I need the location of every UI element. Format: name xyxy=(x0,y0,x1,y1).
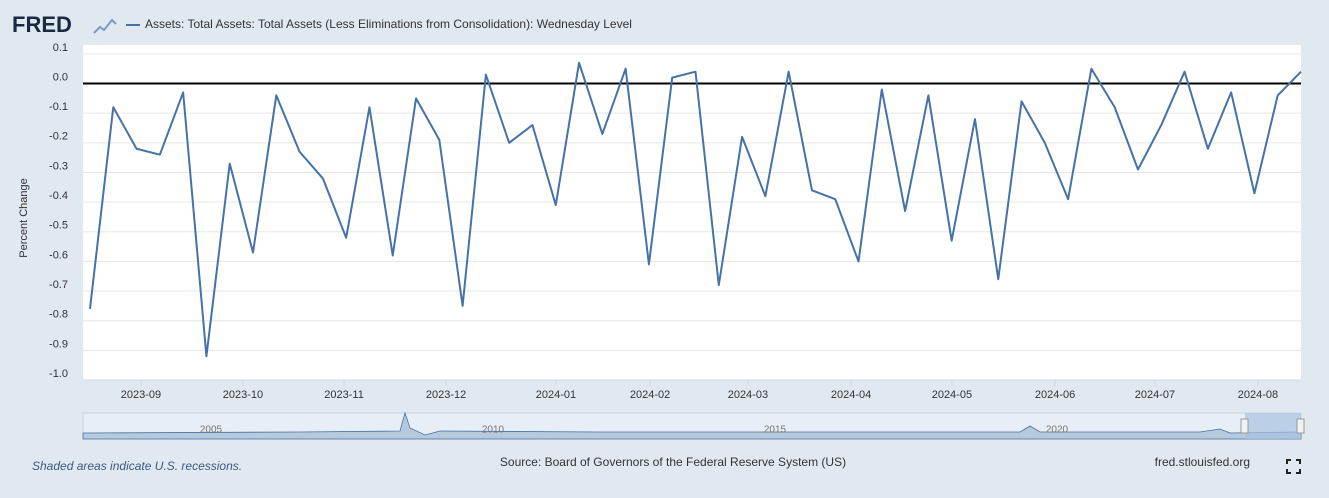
y-tick-label: -1.0 xyxy=(49,368,68,380)
y-tick-label: -0.5 xyxy=(49,220,68,232)
x-tick-label: 2024-04 xyxy=(831,389,871,401)
x-tick-label: 2024-08 xyxy=(1238,389,1278,401)
logo-icon xyxy=(93,18,117,34)
navigator-label: 2020 xyxy=(1046,425,1069,436)
x-tick-label: 2024-06 xyxy=(1035,389,1075,401)
x-tick-label: 2024-03 xyxy=(728,389,768,401)
plot-area xyxy=(83,45,1301,380)
x-tick-label: 2023-11 xyxy=(324,389,364,401)
legend-label: Assets: Total Assets: Total Assets (Less… xyxy=(145,17,632,31)
navigator-handle[interactable] xyxy=(1240,418,1249,434)
y-tick-label: -0.9 xyxy=(49,338,68,350)
logo: FRED xyxy=(12,12,72,37)
x-tick-label: 2024-01 xyxy=(536,389,576,401)
y-tick-label: -0.3 xyxy=(49,160,68,172)
x-tick-label: 2023-10 xyxy=(223,389,263,401)
recession-note: Shaded areas indicate U.S. recessions. xyxy=(32,459,242,473)
x-tick-label: 2024-07 xyxy=(1135,389,1175,401)
fullscreen-icon[interactable] xyxy=(1286,459,1301,474)
y-tick-label: -0.8 xyxy=(49,309,68,321)
y-axis-label: Percent Change xyxy=(18,178,30,258)
site[interactable]: fred.stlouisfed.org xyxy=(1155,455,1250,469)
x-tick-label: 2023-09 xyxy=(121,389,161,401)
y-tick-label: -0.4 xyxy=(49,190,68,202)
navigator-label: 2010 xyxy=(482,425,505,436)
x-tick-label: 2024-02 xyxy=(630,389,670,401)
y-tick-label: -0.6 xyxy=(49,249,68,261)
y-tick-label: -0.2 xyxy=(49,131,68,143)
x-tick-label: 2024-05 xyxy=(932,389,972,401)
y-tick-label: 0.0 xyxy=(53,71,68,83)
navigator-label: 2005 xyxy=(200,425,223,436)
y-tick-label: -0.7 xyxy=(49,279,68,291)
navigator-handle[interactable] xyxy=(1296,418,1305,434)
source: Source: Board of Governors of the Federa… xyxy=(500,455,846,469)
navigator-selection[interactable] xyxy=(1245,413,1301,439)
navigator-label: 2015 xyxy=(764,425,787,436)
x-tick-label: 2023-12 xyxy=(426,389,466,401)
y-tick-label: 0.1 xyxy=(53,42,68,54)
series-line xyxy=(88,61,1302,358)
y-tick-label: -0.1 xyxy=(49,101,68,113)
